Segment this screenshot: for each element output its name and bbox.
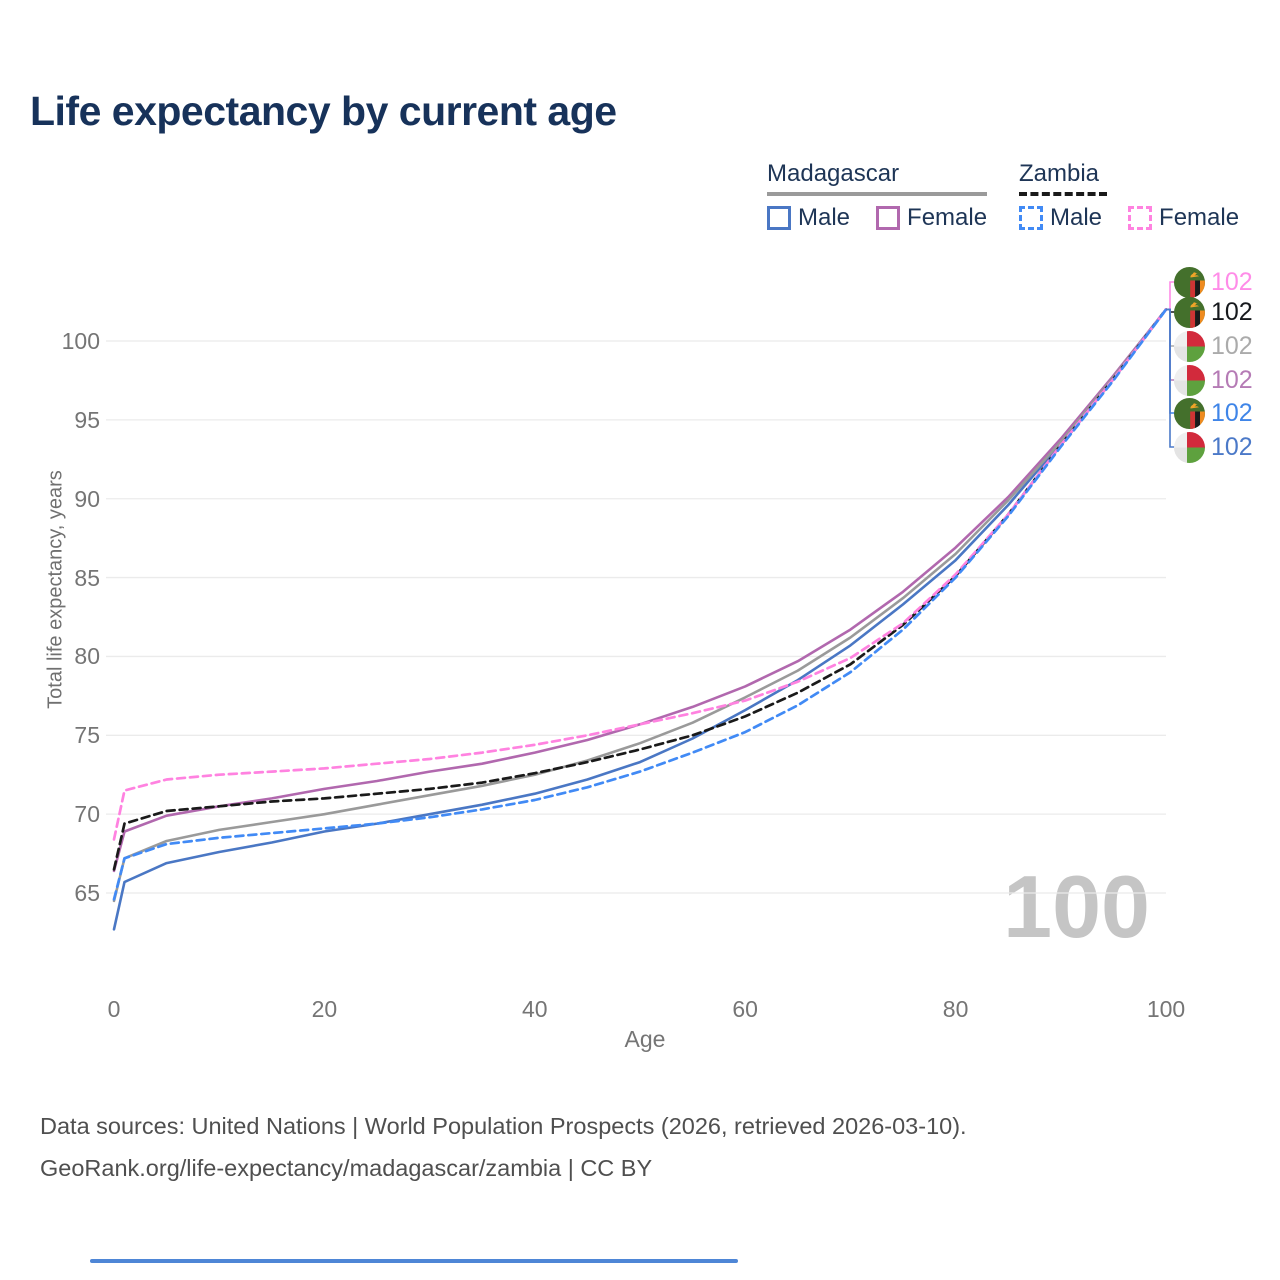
series-line-madagascar-male[interactable]	[112, 308, 1168, 931]
x-axis-title: Age	[624, 1026, 666, 1052]
y-tick-label-80: 80	[74, 643, 100, 670]
end-label-zambia-both-sexes: 102	[1174, 296, 1253, 328]
footer: Data sources: United Nations | World Pop…	[40, 1105, 967, 1189]
y-tick-label-85: 85	[74, 564, 100, 591]
footer-data-sources: Data sources: United Nations | World Pop…	[40, 1113, 967, 1139]
zambia-flag-icon	[1174, 397, 1205, 429]
legend-group-zambia: Zambia Male Female	[1019, 160, 1239, 232]
y-tick-label-75: 75	[74, 722, 100, 749]
legend-swatch-madagascar-female-icon[interactable]	[876, 206, 901, 230]
madagascar-flag-icon	[1174, 431, 1205, 463]
end-label-zambia-male: 102	[1174, 397, 1253, 429]
x-tick-label-100: 100	[1146, 996, 1186, 1022]
series-line-zambia-male[interactable]	[112, 308, 1168, 901]
legend-label-madagascar-male[interactable]: Male	[798, 204, 851, 231]
end-value: 102	[1211, 432, 1253, 461]
x-tick-label-80: 80	[942, 996, 969, 1022]
y-tick-label-65: 65	[74, 880, 100, 907]
legend-country-zambia[interactable]: Zambia	[1019, 160, 1100, 187]
x-tick-label-0: 0	[107, 996, 121, 1022]
end-label-madagascar-female: 102	[1174, 364, 1253, 396]
x-tick-label-60: 60	[732, 996, 758, 1022]
timeline-progress-bar[interactable]	[90, 1259, 738, 1263]
zambia-flag-icon	[1174, 296, 1205, 328]
age-watermark: 100	[1003, 857, 1150, 956]
end-value: 102	[1211, 365, 1253, 394]
end-value: 102	[1211, 297, 1253, 326]
legend-swatch-madagascar-male-icon[interactable]	[767, 206, 791, 230]
y-tick-label-100: 100	[61, 328, 100, 354]
y-tick-label-70: 70	[74, 801, 100, 828]
legend-swatch-zambia-male-icon[interactable]	[1019, 206, 1043, 230]
x-tick-label-40: 40	[522, 996, 548, 1022]
legend-label-zambia-female[interactable]: Female	[1159, 204, 1240, 231]
legend-label-zambia-male[interactable]: Male	[1050, 204, 1103, 231]
x-tick-label-20: 20	[311, 996, 338, 1022]
leader-line-madagascar-male	[1166, 308, 1176, 448]
series-line-madagascar-both-sexes[interactable]	[112, 308, 1168, 903]
end-label-madagascar-both-sexes: 102	[1174, 330, 1253, 362]
legend-line-sample-zambia	[1019, 192, 1107, 196]
legend-group-madagascar: Madagascar Male Female	[767, 160, 988, 232]
end-value: 102	[1211, 331, 1253, 360]
zambia-flag-icon	[1174, 266, 1205, 298]
legend-label-madagascar-female[interactable]: Female	[907, 204, 988, 231]
page-title: Life expectancy by current age	[30, 88, 617, 134]
legend-country-madagascar[interactable]: Madagascar	[767, 160, 900, 187]
legend-swatch-zambia-female-icon[interactable]	[1128, 206, 1153, 230]
y-tick-label-95: 95	[74, 406, 100, 433]
end-value: 102	[1211, 398, 1253, 427]
end-label-madagascar-male: 102	[1174, 431, 1253, 463]
madagascar-flag-icon	[1174, 364, 1205, 396]
madagascar-flag-icon	[1174, 330, 1205, 362]
legend-line-sample-madagascar	[767, 192, 988, 196]
series-line-zambia-female[interactable]	[112, 308, 1168, 841]
y-tick-label-90: 90	[74, 485, 100, 512]
footer-attribution: GeoRank.org/life-expectancy/madagascar/z…	[40, 1155, 653, 1181]
end-label-zambia-female: 102	[1174, 266, 1253, 298]
series-line-zambia-both-sexes[interactable]	[112, 308, 1168, 871]
series-line-madagascar-female[interactable]	[112, 308, 1168, 873]
end-value: 102	[1211, 267, 1253, 296]
